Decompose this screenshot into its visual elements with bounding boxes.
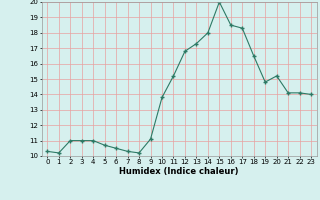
X-axis label: Humidex (Indice chaleur): Humidex (Indice chaleur) xyxy=(119,167,239,176)
